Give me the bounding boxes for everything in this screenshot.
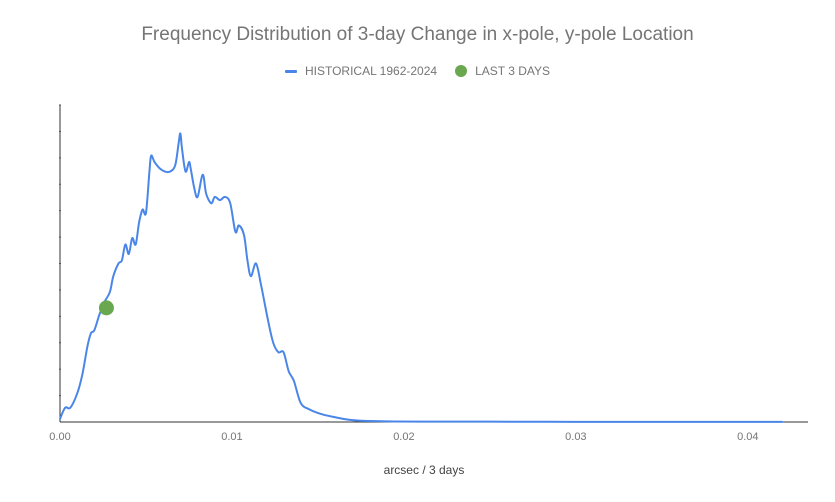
x-tick-label: 0.04 [737,431,758,443]
x-tick-label: 0.03 [565,431,586,443]
x-tick-label: 0.01 [221,431,242,443]
data-point-last-3-days[interactable] [98,300,114,316]
series-lines [59,132,784,423]
x-tick-label: 0.02 [393,431,414,443]
legend-label-historical: HISTORICAL 1962-2024 [304,64,438,78]
legend-item-last-3-days[interactable]: LAST 3 DAYS [455,64,550,78]
legend-swatch-historical [284,69,297,73]
series-points [98,300,114,316]
legend-item-historical[interactable]: HISTORICAL 1962-2024 [284,64,438,78]
chart-title: Frequency Distribution of 3-day Change i… [141,24,694,45]
legend-swatch-last-3-days [455,65,468,77]
legend-label-last-3-days: LAST 3 DAYS [475,64,550,78]
series-line-historical[interactable] [59,132,784,423]
x-tick-label: 0.00 [49,431,70,443]
axes [59,104,808,423]
x-axis-title: arcsec / 3 days [384,463,465,477]
x-tick-labels: 0.00 0.01 0.02 0.03 0.04 [49,431,758,443]
legend: HISTORICAL 1962-2024 LAST 3 DAYS [0,64,835,78]
